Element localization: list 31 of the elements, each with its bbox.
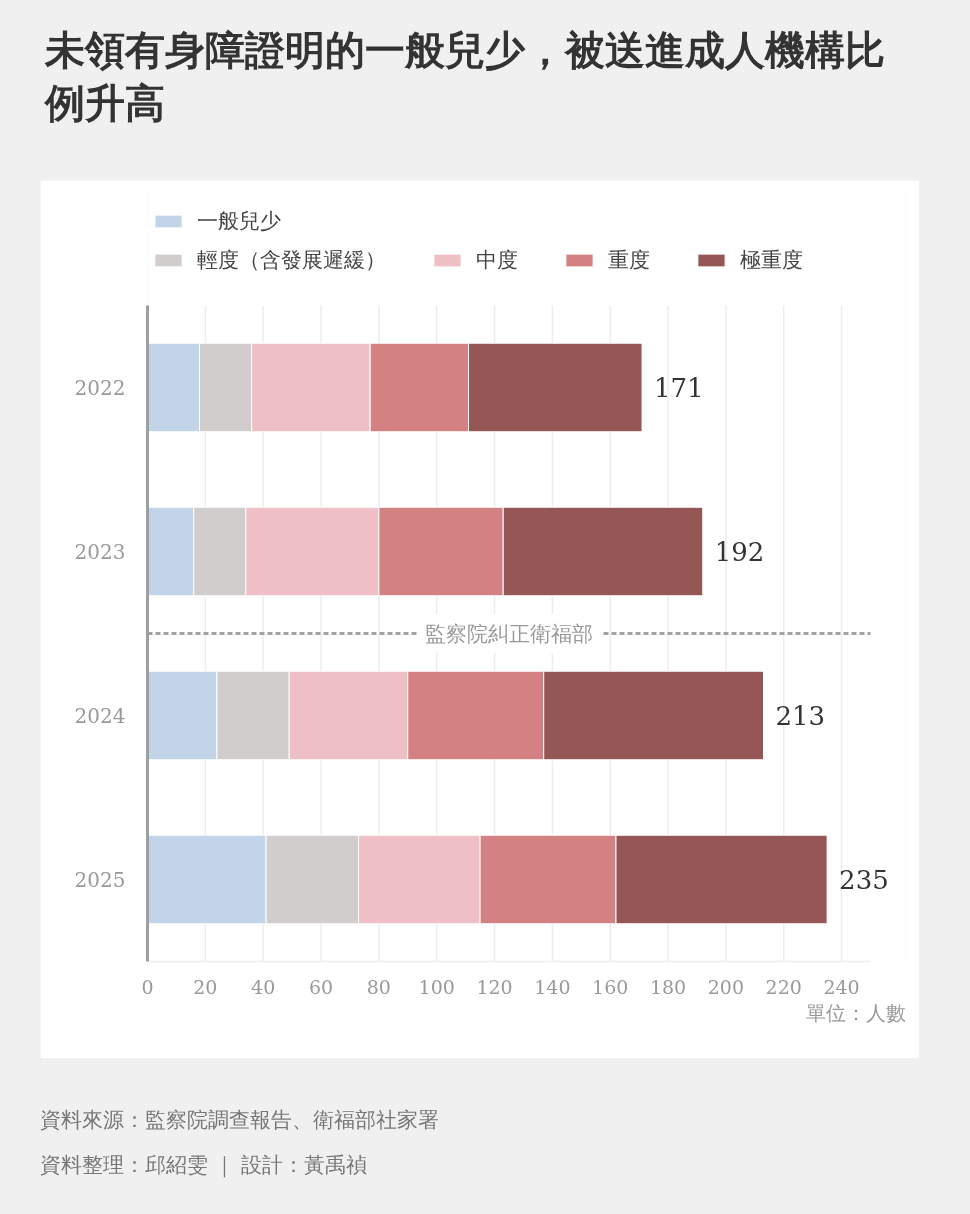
x-tick-label: 80: [366, 975, 391, 998]
y-tick-label: 2025: [74, 868, 126, 892]
chart-title: 未領有身障證明的一般兒少，被送進成人機構比例升高: [45, 27, 886, 127]
total-label: 171: [654, 373, 704, 403]
x-tick-label: 0: [141, 975, 154, 998]
x-tick-label: 200: [707, 975, 745, 998]
x-tick-label: 160: [592, 975, 629, 998]
legend-label: 極重度: [740, 247, 803, 273]
legend-label: 中度: [476, 247, 518, 273]
y-tick-label: 2024: [74, 704, 126, 728]
y-tick-label: 2022: [74, 376, 126, 400]
legend-label: 重度: [608, 247, 650, 273]
text: 資料整理：邱紹雯 ｜ 設計：黃禹禎: [40, 1152, 367, 1179]
x-tick-label: 140: [534, 975, 571, 998]
total-label: 192: [714, 537, 765, 567]
x-tick-label: 220: [765, 975, 802, 998]
source-note: 資料來源：監察院調查報告、衛福部社家署: [40, 1107, 439, 1133]
x-tick-label: 20: [193, 975, 218, 998]
x-tick-label: 60: [308, 975, 334, 998]
ref-line-label: 監察院糾正衛福部: [425, 622, 593, 645]
y-tick-label: 2023: [74, 540, 126, 564]
x-tick-label: 180: [649, 975, 687, 998]
x-axis-title: 單位：人數: [805, 1001, 906, 1024]
legend-label: 一般兒少: [197, 208, 281, 234]
legend-label: 輕度（含發展遲緩）: [197, 247, 386, 273]
x-tick-label: 120: [476, 975, 513, 998]
x-tick-label: 40: [251, 975, 276, 998]
x-tick-label: 100: [418, 975, 455, 998]
total-label: 235: [839, 865, 889, 895]
total-label: 213: [775, 701, 826, 731]
x-tick-label: 240: [823, 975, 860, 998]
